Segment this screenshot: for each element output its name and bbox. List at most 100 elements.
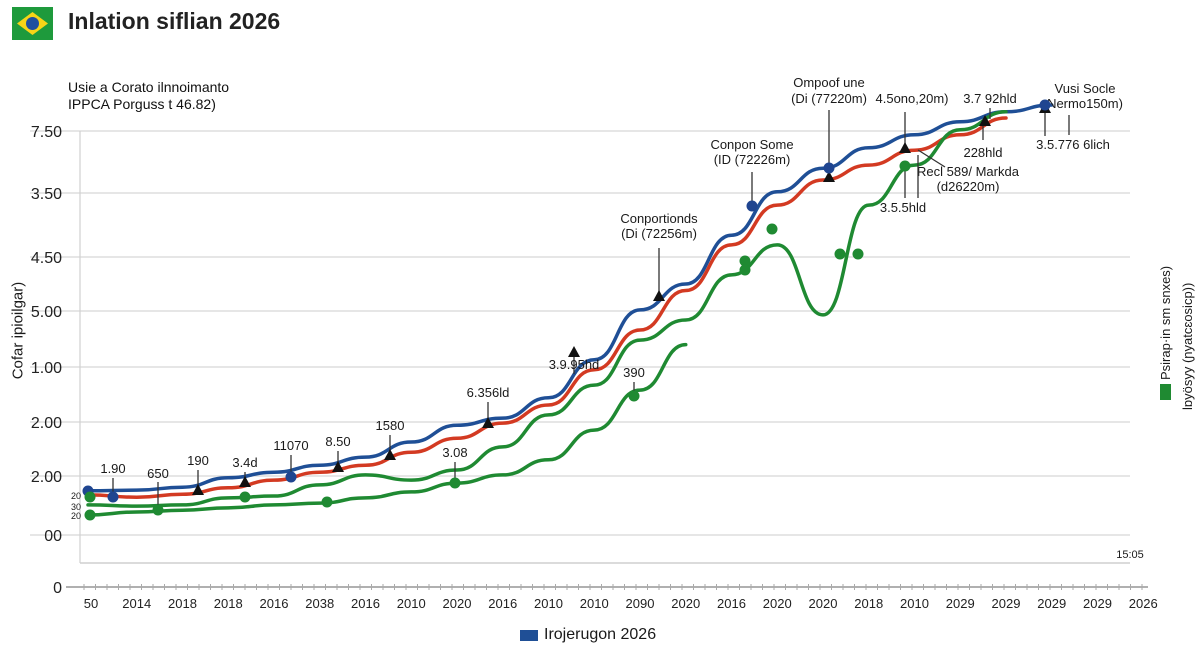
annotation-label: Recl 589/ Markda: [917, 164, 1020, 179]
annotation-label: Conpon Some: [710, 137, 793, 152]
x-tick-label: 2010: [534, 596, 563, 611]
triangle-marker: [332, 461, 344, 472]
triangle-marker: [482, 417, 494, 428]
x-tick-label: 2018: [214, 596, 243, 611]
x-tick-label: 2014: [122, 596, 151, 611]
annotation-label: 1.90: [100, 461, 125, 476]
green-point-marker: [152, 504, 164, 516]
annotation-label: 11070: [273, 438, 308, 453]
annotation-label: 3.7 92hld: [963, 91, 1017, 106]
triangle-marker: [979, 115, 991, 126]
y-tick-label: 5.00: [31, 304, 62, 321]
x-tick-label: 2029: [946, 596, 975, 611]
triangle-marker: [239, 476, 251, 487]
bottom-legend: Irojerugon 2026: [520, 626, 656, 644]
annotation-label: 6.356ld: [467, 385, 510, 400]
annotation-label: (ID (72226m): [714, 152, 791, 167]
series-line-blue-0: [86, 103, 1054, 493]
series-line-green-3: [86, 342, 688, 517]
bottom-legend-label: Irojerugon 2026: [544, 626, 657, 643]
series-line-red-1: [86, 116, 1008, 499]
x-tick-label: 2016: [717, 596, 746, 611]
x-tick-label: 2029: [1037, 596, 1066, 611]
right-legend-item: Psirap·in sm snxes): [1158, 266, 1173, 400]
annotation-label: 3.08: [442, 445, 467, 460]
annotation-label: 390: [623, 365, 645, 380]
blue-point-marker: [107, 491, 119, 503]
annotation-label: 20: [71, 511, 81, 521]
green-point-marker: [449, 477, 461, 489]
green-point-marker: [766, 223, 778, 235]
triangle-marker: [192, 484, 204, 495]
y-tick-label: 2.00: [31, 415, 62, 432]
annotation-label: Ompoof une: [793, 75, 865, 90]
y-tick-label: 2.00: [31, 469, 62, 486]
chart-subtitle-2: IPPCA Porguss t 46.82): [68, 96, 216, 112]
annotation-label: 4.5ono,20m): [876, 91, 949, 106]
y-axis-label: Cofar ipioilgar): [9, 281, 27, 380]
y-tick-label: 4.50: [31, 250, 62, 267]
annotation-label: (Di (77220m): [791, 91, 867, 106]
x-tick-label: 2038: [305, 596, 334, 611]
green-point-marker: [84, 509, 96, 521]
page-title: Inlation siflian 2026: [68, 8, 281, 34]
blue-point-marker: [1039, 99, 1051, 111]
blue-point-marker: [746, 200, 758, 212]
annotation-label: 3.5.5hld: [880, 200, 926, 215]
annotation-label: 3.9.95hd: [549, 357, 600, 372]
x-tick-label: 2016: [488, 596, 517, 611]
x-tick-label: 2010: [580, 596, 609, 611]
annotation-label: 8.50: [325, 434, 350, 449]
legend-swatch-green: [1160, 384, 1171, 400]
annotation-label: Nermo150m): [1047, 96, 1123, 111]
annotation-label: 20: [71, 491, 81, 501]
legend-swatch-blue: [520, 629, 538, 641]
green-point-marker: [628, 390, 640, 402]
x-tick-label: 2018: [168, 596, 197, 611]
annotation-label: (d26220m): [937, 179, 1000, 194]
green-point-marker: [321, 496, 333, 508]
green-point-marker: [739, 264, 751, 276]
x-tick-label: 2010: [900, 596, 929, 611]
green-point-marker: [834, 248, 846, 260]
annotation-label: 30: [71, 502, 81, 512]
x-tick-label: 2020: [763, 596, 792, 611]
triangle-marker: [653, 290, 665, 301]
annotation-label: 3.4d: [232, 455, 257, 470]
annotation-label: 228hld: [963, 145, 1002, 160]
x-tick-label: 2018: [854, 596, 883, 611]
x-tick-label: 2016: [260, 596, 289, 611]
y-tick-label: 3.50: [31, 186, 62, 203]
triangle-marker: [384, 449, 396, 460]
x-tick-label: 2020: [443, 596, 472, 611]
triangle-marker: [899, 142, 911, 153]
y-tick-label: 7.50: [31, 124, 62, 141]
green-point-marker: [852, 248, 864, 260]
annotation-leader: [917, 149, 946, 168]
green-point-marker: [84, 491, 96, 503]
x-tick-label: 50: [84, 596, 98, 611]
x-tick-label: 2029: [1083, 596, 1112, 611]
annotation-label: (Di (72256m): [621, 226, 697, 241]
blue-point-marker: [285, 471, 297, 483]
green-point-marker: [239, 491, 251, 503]
blue-point-marker: [823, 162, 835, 174]
x-tick-label: 2090: [626, 596, 655, 611]
y-tick-label: 0: [53, 580, 62, 597]
right-legend-label-2: lɒyösyy (ɲyatcɛosicp)): [1180, 282, 1195, 410]
triangle-marker: [823, 171, 835, 182]
annotation-label: 3.5.776 6lich: [1036, 137, 1110, 152]
x-tick-label: 2016: [351, 596, 380, 611]
x-tick-label: 2010: [397, 596, 426, 611]
right-legend-label: Psirap·in sm snxes): [1158, 265, 1173, 380]
x-tick-label: 2020: [671, 596, 700, 611]
annotation-label: 1580: [376, 418, 405, 433]
x-tick-label: 2026: [1129, 596, 1158, 611]
annotation-label: 190: [187, 453, 209, 468]
annotation-label: Vusi Socle: [1055, 81, 1116, 96]
brazil-flag-icon: [12, 7, 53, 40]
x-tick-label: 2029: [992, 596, 1021, 611]
annotation-label: 650: [147, 466, 169, 481]
green-point-marker: [739, 255, 751, 267]
